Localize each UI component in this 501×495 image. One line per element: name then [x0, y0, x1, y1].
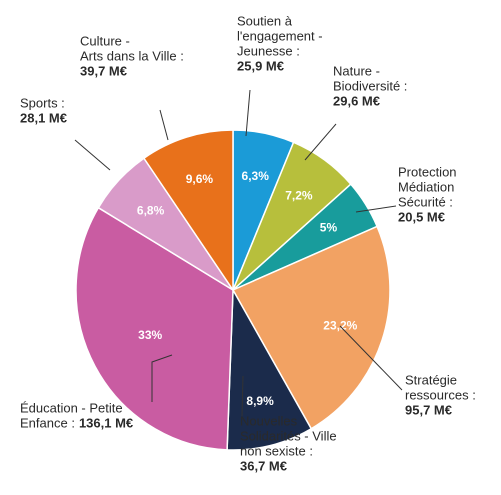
amount-label: 25,9 M€	[237, 58, 284, 73]
leader-line	[151, 354, 173, 402]
category-label: Arts dans la Ville :	[80, 48, 184, 63]
category-label: Sécurité :	[398, 194, 453, 209]
amount-label: 36,7 M€	[240, 458, 287, 473]
percent-label: 33%	[138, 328, 162, 342]
amount-label: 39,7 M€	[80, 63, 127, 78]
pie-slice	[231, 225, 391, 430]
percent-label: 6,3%	[242, 169, 270, 183]
percent-label: 8,9%	[246, 394, 274, 408]
category-label: Enfance :	[20, 415, 75, 430]
amount-label: 136,1 M€	[79, 415, 133, 430]
category-label: Solidarités - Ville	[240, 428, 337, 443]
category-label: l'engagement -	[237, 28, 323, 43]
leader-line	[355, 205, 397, 213]
category-label: Stratégie	[405, 372, 457, 387]
pie-slice	[226, 287, 313, 451]
percent-label: 7,2%	[285, 189, 313, 203]
percent-label: 6,8%	[137, 203, 165, 217]
amount-label: 28,1 M€	[20, 110, 67, 125]
leader-line	[241, 375, 244, 417]
leader-line	[339, 325, 403, 391]
category-label: Médiation	[398, 179, 454, 194]
amount-label: 29,6 M€	[333, 93, 380, 108]
category-label: ressources :	[405, 387, 476, 402]
category-label: Soutien à	[237, 13, 293, 28]
category-label: Nature -	[333, 63, 380, 78]
category-label: Nouvelles	[240, 413, 298, 428]
category-label: Jeunesse :	[237, 43, 300, 58]
leader-line	[74, 139, 111, 171]
amount-label: 95,7 M€	[405, 402, 452, 417]
leader-line	[159, 109, 169, 141]
percent-label: 23,2%	[323, 318, 357, 332]
leader-line	[245, 89, 251, 137]
amount-label: 20,5 M€	[398, 209, 445, 224]
category-label: Sports :	[20, 95, 65, 110]
percent-label: 5%	[320, 220, 338, 234]
category-label: Biodiversité :	[333, 78, 407, 93]
category-label: Éducation - Petite	[20, 400, 123, 415]
percent-label: 9,6%	[186, 172, 214, 186]
category-label: Culture -	[80, 33, 130, 48]
category-label: non sexiste :	[240, 443, 313, 458]
pie-slice	[75, 206, 234, 451]
pie-slice	[142, 129, 234, 293]
leader-line	[304, 123, 337, 161]
category-label: Protection	[398, 164, 457, 179]
